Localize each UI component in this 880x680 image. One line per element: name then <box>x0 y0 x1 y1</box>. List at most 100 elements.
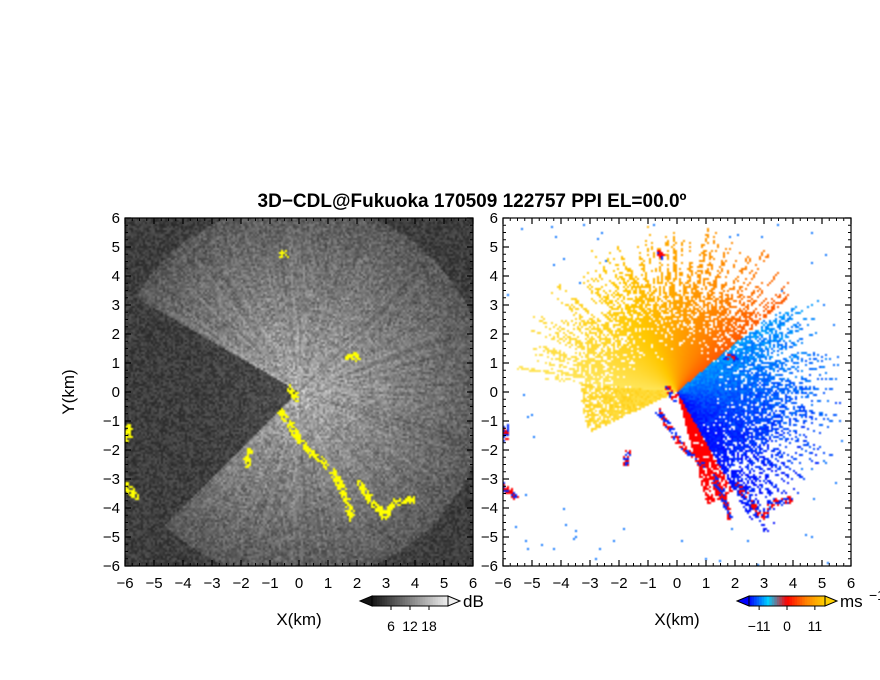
colorbar-swatch <box>766 596 770 606</box>
y-tick-label: −1 <box>103 413 120 430</box>
intensity-heatmap <box>125 218 473 566</box>
colorbar-swatch <box>769 596 773 606</box>
colorbar-swatch <box>754 596 757 606</box>
colorbar-swatch <box>399 596 403 606</box>
y-tick-label: −3 <box>481 471 498 488</box>
colorbar-tick-label: 6 <box>387 618 395 634</box>
x-tick-label: 6 <box>469 575 477 592</box>
colorbar-swatch <box>819 596 823 606</box>
colorbar-swatch <box>397 596 401 606</box>
x-tick-label: 6 <box>847 575 855 592</box>
colorbar-swatch <box>445 596 449 606</box>
colorbar-over-arrow <box>447 595 462 607</box>
y-tick-label: 3 <box>112 297 120 314</box>
colorbar-swatch <box>417 596 421 606</box>
colorbar-swatch <box>809 596 813 606</box>
colorbar-swatch <box>420 596 424 606</box>
x-tick-label: 2 <box>731 575 739 592</box>
colorbar-swatch <box>389 596 393 606</box>
x-tick-label: −5 <box>145 575 162 592</box>
y-tick-label: 1 <box>112 355 120 372</box>
colorbar-swatch <box>422 596 426 606</box>
x-tick-label: −4 <box>174 575 191 592</box>
colorbar-swatch <box>440 596 444 606</box>
y-tick-label: 6 <box>490 210 498 227</box>
colorbar-swatch <box>394 596 398 606</box>
colorbar-tick-label: 0 <box>783 618 791 634</box>
y-tick-label: −3 <box>103 471 120 488</box>
colorbar-swatch <box>797 596 801 606</box>
colorbar-swatch <box>427 596 431 606</box>
x-tick-label: −5 <box>523 575 540 592</box>
colorbar-swatch <box>817 596 821 606</box>
colorbar-swatch <box>761 596 765 606</box>
colorbar-swatch <box>415 596 418 606</box>
colorbar-swatch <box>402 596 406 606</box>
y-tick-label: −2 <box>103 442 120 459</box>
colorbar-under-arrow <box>358 595 373 607</box>
colorbar-swatch <box>382 596 386 606</box>
y-tick-label: −2 <box>481 442 498 459</box>
intensity-colorbar: 6 12 18 dB <box>358 592 484 634</box>
x-tick-label: −2 <box>610 575 627 592</box>
colorbar-swatch <box>379 596 383 606</box>
colorbar-swatch <box>749 596 752 606</box>
colorbar-swatch <box>822 596 826 606</box>
y-tick-label: 5 <box>490 239 498 256</box>
y-tick-label: 6 <box>112 210 120 227</box>
colorbar-swatch <box>442 596 446 606</box>
colorbar-swatch <box>812 596 816 606</box>
x-tick-label: −3 <box>581 575 598 592</box>
x-tick-label: 1 <box>324 575 332 592</box>
colorbar-swatch <box>789 596 793 606</box>
colorbar-swatch <box>432 596 436 606</box>
x-tick-label: −2 <box>232 575 249 592</box>
y-tick-label: −6 <box>481 558 498 575</box>
colorbar-swatch <box>781 596 785 606</box>
colorbar-swatch <box>437 596 441 606</box>
colorbar-unit: dB <box>463 592 484 611</box>
colorbar-under-arrow <box>735 595 750 607</box>
velocity-colorbar: −11 0 11 ms −1 <box>735 587 880 634</box>
x-tick-label: −6 <box>116 575 133 592</box>
velocity-panel: −6 −5 −4 −3 −2 −1 0 1 2 3 4 5 6 −6 −5 −4 −3 −2 −1 0 1 2 3 4 5 6 X… <box>481 210 880 634</box>
x-tick-label: 2 <box>353 575 361 592</box>
colorbar-swatch <box>784 596 788 606</box>
x-tick-label: 0 <box>673 575 681 592</box>
x-tick-label: 3 <box>382 575 390 592</box>
x-tick-label: 5 <box>818 575 826 592</box>
colorbar-tick-label: 12 <box>402 618 418 634</box>
y-tick-label: 3 <box>490 297 498 314</box>
chart-title: 3D−CDL@Fukuoka 170509 122757 PPI EL=00.0… <box>258 191 687 212</box>
colorbar-unit-exponent: −1 <box>869 587 880 603</box>
colorbar-over-arrow <box>824 595 839 607</box>
colorbar-swatch <box>751 596 755 606</box>
colorbar-swatch <box>774 596 778 606</box>
velocity-heatmap <box>503 218 851 566</box>
colorbar-swatch <box>372 596 375 606</box>
x-tick-label: −1 <box>261 575 278 592</box>
colorbar-swatch <box>804 596 808 606</box>
colorbar-swatch <box>814 596 818 606</box>
x-tick-label: 5 <box>440 575 448 592</box>
colorbar-swatch <box>430 596 434 606</box>
colorbar-swatch <box>410 596 413 606</box>
colorbar-swatch <box>412 596 416 606</box>
x-tick-label: −6 <box>494 575 511 592</box>
colorbar-swatch <box>764 596 768 606</box>
colorbar-swatch <box>435 596 439 606</box>
colorbar-swatch <box>759 596 763 606</box>
x-tick-label: −4 <box>552 575 569 592</box>
y-tick-label: −1 <box>481 413 498 430</box>
colorbar-swatch <box>374 596 378 606</box>
y-tick-label: −5 <box>481 529 498 546</box>
y-tick-label: 2 <box>490 326 498 343</box>
x-tick-label: 1 <box>702 575 710 592</box>
colorbar-swatch <box>794 596 798 606</box>
x-tick-label: 4 <box>789 575 797 592</box>
colorbar-swatch <box>404 596 408 606</box>
x-tick-label: 3 <box>760 575 768 592</box>
y-tick-label: 0 <box>112 384 120 401</box>
